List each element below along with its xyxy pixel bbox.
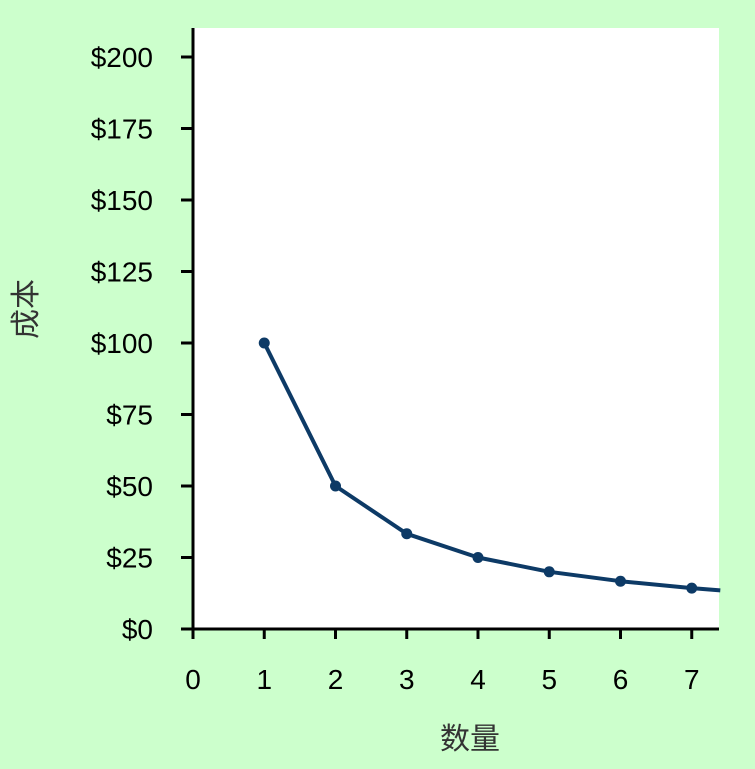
- data-point: [615, 575, 626, 587]
- x-axis-title: 数量: [440, 722, 500, 757]
- y-tick-label: $150: [91, 185, 153, 216]
- y-tick-label: $100: [91, 328, 153, 359]
- y-tick-label: $50: [106, 471, 153, 502]
- x-tick-label: 6: [613, 664, 629, 695]
- x-tick-label: 1: [256, 664, 272, 695]
- y-axis-title: 成本: [9, 279, 44, 339]
- y-tick-label: $200: [91, 42, 153, 73]
- series-line-average-cost: [262, 342, 721, 593]
- y-tick-label: $125: [91, 257, 153, 288]
- y-axis-ticks: $0 $25 $50 $75 $100 $125 $150 $175 $200: [91, 42, 193, 645]
- x-tick-label: 7: [684, 664, 700, 695]
- plot-area: [193, 28, 719, 630]
- x-tick-label: 2: [328, 664, 344, 695]
- x-tick-label: 0: [185, 664, 201, 695]
- x-tick-label: 5: [541, 664, 557, 695]
- x-tick-label: 3: [399, 664, 415, 695]
- data-point: [543, 566, 555, 578]
- y-tick-label: $175: [91, 114, 153, 145]
- data-point: [330, 480, 341, 492]
- data-points: [258, 337, 698, 594]
- x-tick-label: 4: [470, 664, 486, 695]
- y-tick-label: $0: [122, 614, 153, 645]
- data-point: [472, 552, 484, 563]
- y-tick-label: $75: [106, 400, 153, 431]
- data-point: [258, 337, 270, 349]
- y-tick-label: $25: [106, 543, 153, 574]
- x-axis-ticks: 0 1 2 3 4 5 6 7: [185, 629, 700, 695]
- data-point: [401, 528, 413, 540]
- data-point: [686, 582, 698, 594]
